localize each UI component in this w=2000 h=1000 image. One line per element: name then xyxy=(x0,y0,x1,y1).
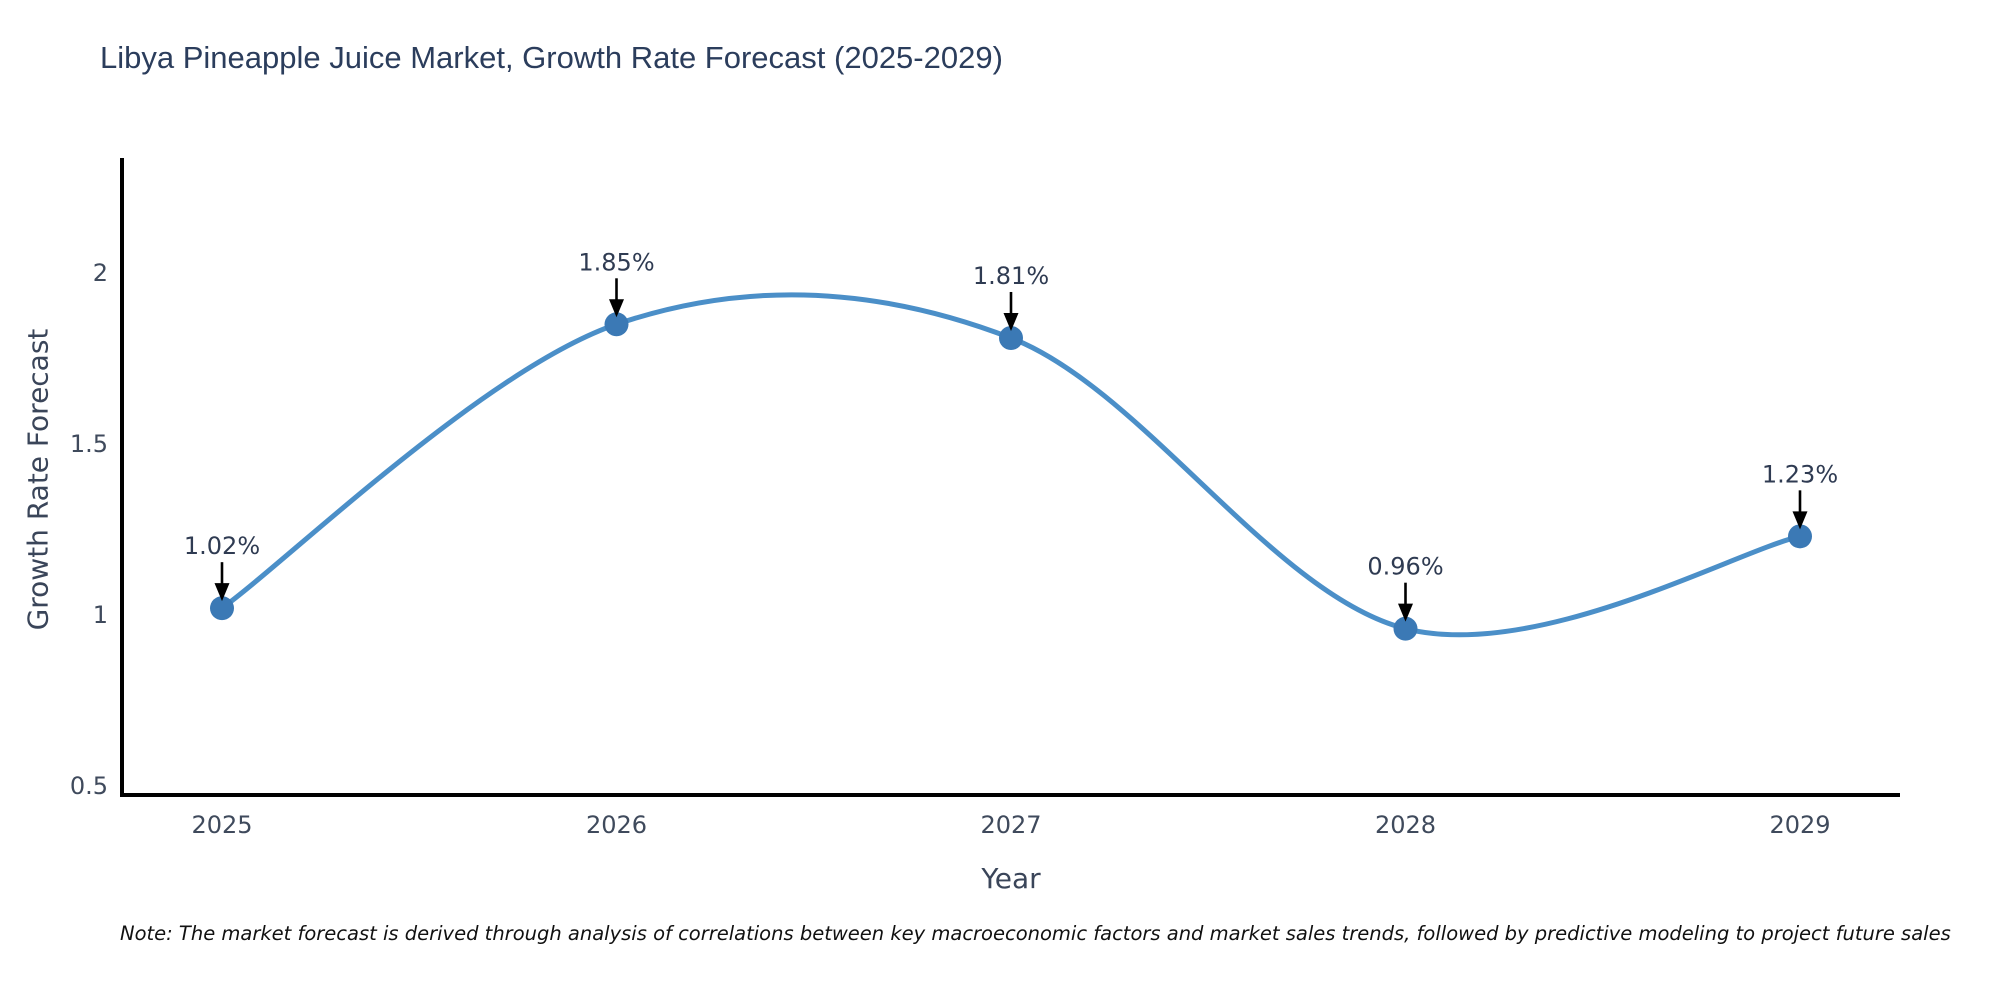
chart-title: Libya Pineapple Juice Market, Growth Rat… xyxy=(100,40,1003,75)
data-point-label: 1.81% xyxy=(973,262,1049,290)
data-point-label: 1.02% xyxy=(184,532,260,560)
annotation-arrow-head xyxy=(1398,603,1413,622)
x-tick-label: 2026 xyxy=(586,811,647,839)
x-tick-label: 2027 xyxy=(980,811,1041,839)
x-tick-label: 2025 xyxy=(191,811,252,839)
data-point-marker xyxy=(1788,524,1812,549)
y-tick-label: 1.5 xyxy=(70,430,108,458)
annotation-arrow-head xyxy=(1792,511,1808,530)
y-tick-label: 1 xyxy=(93,601,108,629)
data-point-marker xyxy=(999,325,1023,350)
data-point-marker xyxy=(210,596,234,621)
data-point-label: 1.23% xyxy=(1762,460,1838,488)
x-tick-label: 2028 xyxy=(1375,811,1436,839)
data-point-marker xyxy=(1393,616,1418,641)
data-point-marker xyxy=(604,312,629,337)
annotation-arrow-head xyxy=(609,299,624,318)
y-tick-label: 2 xyxy=(93,259,108,287)
y-tick-label: 0.5 xyxy=(70,772,108,800)
annotation-arrow-head xyxy=(214,583,230,602)
x-tick-label: 2029 xyxy=(1769,811,1830,839)
data-point-label: 1.85% xyxy=(578,248,654,276)
footnote: Note: The market forecast is derived thr… xyxy=(120,922,1951,945)
data-point-label: 0.96% xyxy=(1367,553,1443,581)
annotation-arrow-head xyxy=(1003,312,1019,331)
x-axis-title: Year xyxy=(981,862,1041,895)
y-axis-title: Growth Rate Forecast xyxy=(21,328,55,631)
